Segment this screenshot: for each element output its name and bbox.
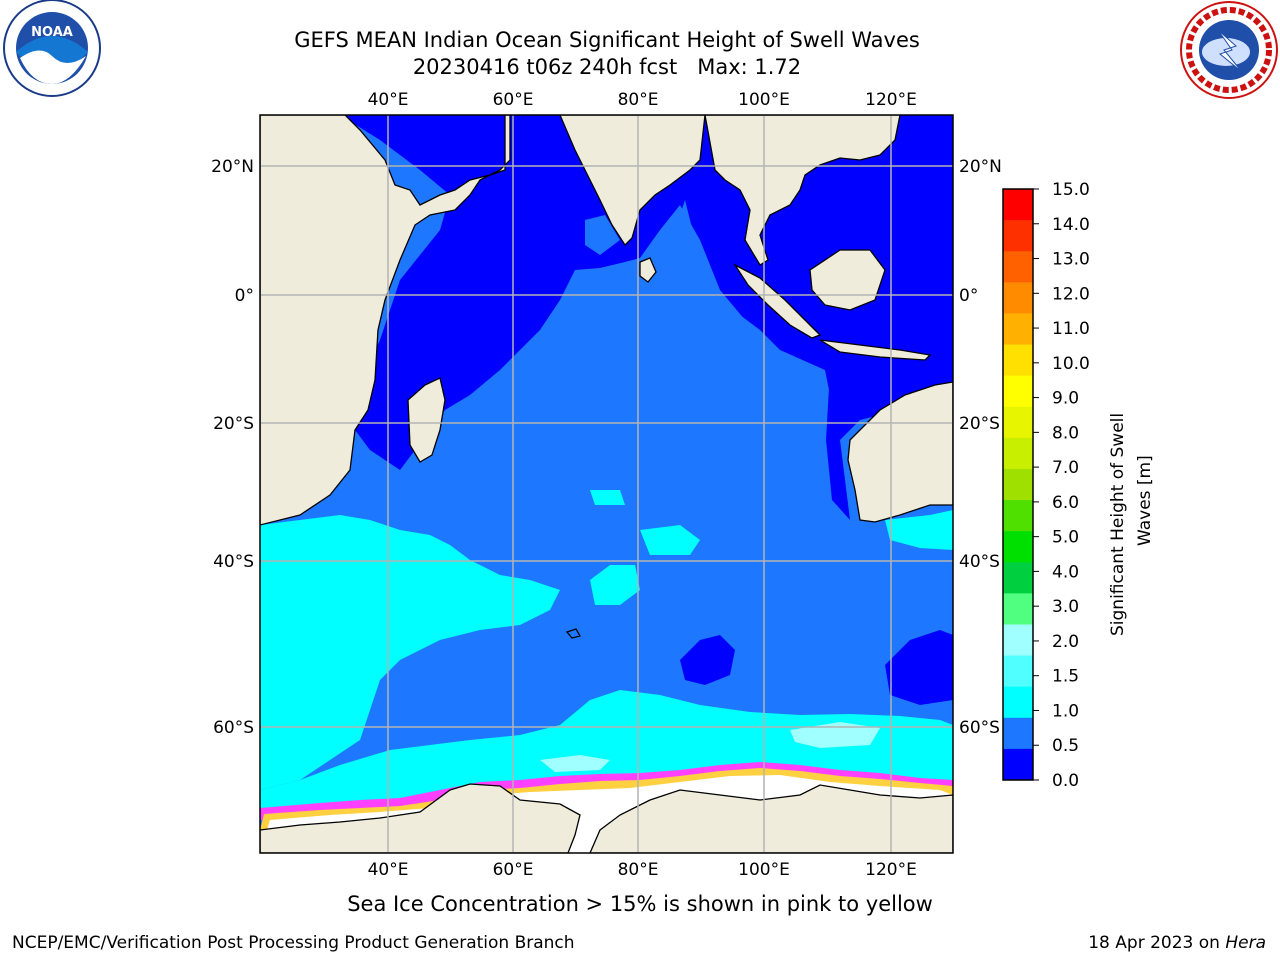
colorbar-swatch <box>1003 655 1033 688</box>
lat-tick-right: 20°N <box>959 157 1002 177</box>
colorbar-swatch <box>1003 437 1033 470</box>
ocean-very-high-swell <box>790 722 880 748</box>
ocean-high-swell-patch <box>885 510 953 550</box>
colorbar-tick-label: 1.0 <box>1052 701 1079 721</box>
colorbar-frame <box>1002 188 1034 781</box>
colorbar-swatch <box>1003 406 1033 439</box>
colorbar-tick-label: 8.0 <box>1052 423 1079 443</box>
colorbar-swatch <box>1003 717 1033 750</box>
colorbar: 15.0 14.0 13.0 12.0 11.0 10.0 9.0 8.0 7.0 6.0 5.0 4… <box>1002 180 1090 791</box>
colorbar-label: Significant Height of Swell <box>1108 413 1128 636</box>
land-antarctica-east <box>589 784 953 853</box>
ocean-low-swell-north <box>340 115 953 470</box>
colorbar-swatch <box>1003 220 1033 252</box>
ocean-low-swell-south <box>680 635 735 685</box>
ocean-medium-patch <box>640 205 745 320</box>
lat-tick-left: 0° <box>235 286 254 306</box>
land-madagascar <box>407 377 446 463</box>
lat-tick-right: 40°S <box>959 552 1000 572</box>
colorbar-swatch <box>1003 468 1033 501</box>
colorbar-tick-label: 1.5 <box>1052 667 1079 687</box>
colorbar-swatch <box>1003 282 1033 314</box>
svg-text:NOAA: NOAA <box>31 25 73 40</box>
host-name: Hera <box>1225 933 1266 953</box>
colorbar-swatch <box>1003 624 1033 657</box>
colorbar-tick-label: 9.0 <box>1052 389 1079 409</box>
lon-tick-bottom: 60°E <box>493 860 534 880</box>
lon-tick-top: 40°E <box>368 90 409 110</box>
lon-tick-top: 60°E <box>493 90 534 110</box>
colorbar-tick-label: 0.0 <box>1052 771 1079 791</box>
lat-tick-left: 60°S <box>213 718 254 738</box>
colorbar-swatch <box>1003 748 1033 781</box>
ocean-low-swell-south <box>885 630 953 705</box>
colorbar-swatch <box>1003 531 1033 563</box>
lon-tick-top: 100°E <box>738 90 790 110</box>
lon-tick-top: 80°E <box>618 90 659 110</box>
sea-ice-note: Sea Ice Concentration > 15% is shown in … <box>347 892 933 916</box>
map-panel <box>260 115 953 853</box>
ocean-high-swell-patch <box>590 565 640 605</box>
map-ticks: 40°E 40°E 60°E 60°E 80°E 80°E 100°E 100°E 120°E 1… <box>211 90 1002 880</box>
colorbar-tick-label: 12.0 <box>1052 284 1090 304</box>
colorbar-swatch <box>1003 251 1033 283</box>
lat-tick-right: 0° <box>959 286 978 306</box>
land-australia <box>847 381 953 523</box>
ocean-high-swell-west <box>260 515 560 790</box>
lat-tick-right: 60°S <box>959 718 1000 738</box>
colorbar-swatch <box>1003 500 1033 532</box>
ocean-very-high-swell <box>540 755 610 772</box>
lat-tick-left: 40°S <box>213 552 254 572</box>
colorbar-tick-label: 0.5 <box>1052 736 1079 756</box>
map-frame <box>259 114 954 854</box>
colorbar-label-line2: Waves [m] <box>1135 455 1155 546</box>
colorbar-tick-label: 5.0 <box>1052 528 1079 548</box>
ocean-high-swell-patch <box>590 490 625 505</box>
colorbar-tick-label: 4.0 <box>1052 562 1079 582</box>
lon-tick-bottom: 120°E <box>865 860 917 880</box>
lon-tick-bottom: 100°E <box>738 860 790 880</box>
nws-logo <box>1180 1 1278 99</box>
credit-line: NCEP/EMC/Verification Post Processing Pr… <box>12 933 575 953</box>
colorbar-tick-label: 10.0 <box>1052 354 1090 374</box>
land-india <box>510 115 706 247</box>
colorbar-tick-label: 14.0 <box>1052 215 1090 235</box>
lat-tick-right: 20°S <box>959 414 1000 434</box>
colorbar-swatch <box>1003 686 1033 719</box>
land-southeast-asia <box>704 115 901 266</box>
colorbar-tick-label: 11.0 <box>1052 319 1090 339</box>
chart-subtitle: 20230416 t06z 240h fcst Max: 1.72 <box>412 55 802 79</box>
land <box>260 115 953 853</box>
colorbar-swatch <box>1003 313 1033 346</box>
chart-title: GEFS MEAN Indian Ocean Significant Heigh… <box>294 28 920 52</box>
colorbar-swatch <box>1003 375 1033 408</box>
colorbar-tick-label: 13.0 <box>1052 250 1090 270</box>
colorbar-tick-label: 15.0 <box>1052 180 1090 200</box>
ocean-medium-patch <box>585 215 620 255</box>
map-grid <box>260 115 953 853</box>
lon-tick-top: 120°E <box>865 90 917 110</box>
noaa-logo: NOAA <box>3 0 101 97</box>
date-stamp: 18 Apr 2023 on Hera <box>1088 933 1266 953</box>
colorbar-tick-label: 2.0 <box>1052 632 1079 652</box>
lat-tick-left: 20°N <box>211 157 254 177</box>
colorbar-swatch <box>1003 593 1033 625</box>
colorbar-tick-label: 3.0 <box>1052 597 1079 617</box>
lat-tick-left: 20°S <box>213 414 254 434</box>
land-antarctica <box>260 783 581 853</box>
colorbar-swatch <box>1003 344 1033 377</box>
colorbar-tick-label: 6.0 <box>1052 493 1079 513</box>
lon-tick-bottom: 80°E <box>618 860 659 880</box>
land-kerguelen <box>565 628 581 639</box>
land-sri-lanka <box>639 257 657 283</box>
colorbar-swatch <box>1003 189 1033 221</box>
ocean-high-swell-patch <box>640 525 700 555</box>
colorbar-swatch <box>1003 562 1033 594</box>
land-java <box>819 339 932 361</box>
colorbar-tick-label: 7.0 <box>1052 458 1079 478</box>
lon-tick-bottom: 40°E <box>368 860 409 880</box>
